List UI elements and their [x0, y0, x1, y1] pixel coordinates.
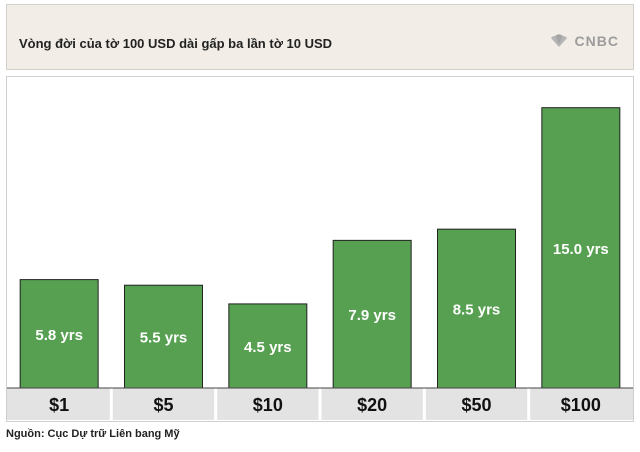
- chart-header: Vòng đời của tờ 100 USD dài gấp ba lần t…: [6, 4, 634, 70]
- category-label: $50: [461, 395, 491, 415]
- data-label: 4.5 yrs: [244, 339, 292, 356]
- data-label: 8.5 yrs: [453, 302, 501, 319]
- chart-area: 5.8 yrs $1 5.5 yrs $5 4.5 yrs $10 7.9 yrs $20 8.…: [6, 76, 634, 422]
- bar-usd1: [19, 279, 99, 389]
- category-label: $10: [253, 395, 283, 415]
- data-label: 5.8 yrs: [35, 327, 83, 344]
- source-note: Nguồn: Cục Dự trữ Liên bang Mỹ: [6, 428, 180, 440]
- bar-usd10: [228, 303, 308, 389]
- category-label: $20: [357, 395, 387, 415]
- bar-usd100: [541, 107, 621, 389]
- bar-chart: 5.8 yrs $1 5.5 yrs $5 4.5 yrs $10 7.9 yrs $20 8.…: [7, 107, 633, 420]
- logo-text: CNBC: [574, 33, 619, 49]
- bar-usd5: [124, 284, 203, 389]
- bar-usd50: [437, 228, 516, 389]
- category-label: $100: [561, 395, 601, 415]
- category-label: $1: [49, 395, 69, 415]
- data-label: 15.0 yrs: [553, 241, 609, 258]
- peacock-icon: [550, 34, 567, 47]
- category-label: $5: [153, 395, 173, 415]
- bar-usd20: [332, 239, 412, 389]
- chart-title: Vòng đời của tờ 100 USD dài gấp ba lần t…: [19, 36, 333, 51]
- data-label: 5.5 yrs: [140, 330, 188, 347]
- cnbc-logo: CNBC: [549, 33, 619, 49]
- data-label: 7.9 yrs: [348, 307, 396, 324]
